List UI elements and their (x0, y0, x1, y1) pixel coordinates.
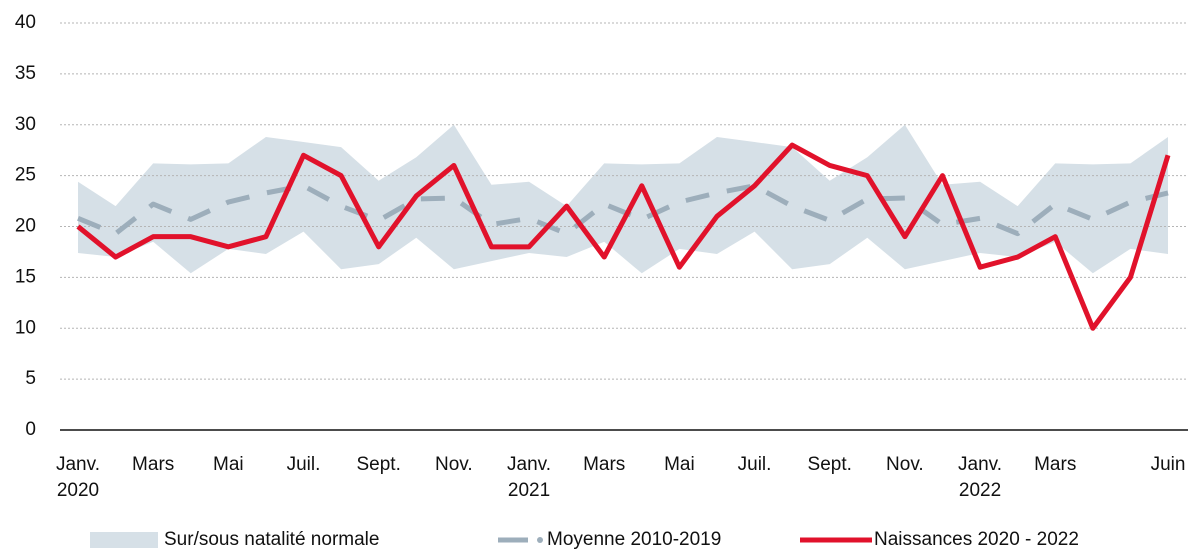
legend-swatch (537, 537, 543, 543)
x-tick-label: Nov. (886, 454, 924, 475)
x-tick-label: Mars (1034, 454, 1076, 475)
y-tick-label: 5 (25, 368, 36, 389)
y-tick-label: 10 (15, 317, 36, 338)
x-tick-label: Janv. 2020 (56, 454, 100, 501)
y-tick-label: 0 (25, 419, 36, 440)
y-tick-label: 35 (15, 63, 36, 84)
y-tick-label: 30 (15, 114, 36, 135)
x-tick-label: Mars (132, 454, 174, 475)
x-tick-label: Juil. (287, 454, 321, 475)
x-tick-line: 2022 (959, 480, 1001, 501)
x-tick-label: Sept. (357, 454, 401, 475)
x-tick-label: Nov. (435, 454, 473, 475)
x-tick-label: Janv. 2021 (507, 454, 551, 501)
legend-label: Naissances 2020 - 2022 (874, 529, 1079, 550)
x-tick-label: Mai (664, 454, 695, 475)
legend-swatch (90, 532, 158, 548)
x-tick-line: 2020 (57, 480, 99, 501)
y-tick-label: 40 (15, 12, 36, 33)
y-tick-label: 15 (15, 266, 36, 287)
births-line (76, 142, 1171, 331)
x-tick-line: Janv. (958, 454, 1002, 475)
x-tick-label: Mars (583, 454, 625, 475)
x-tick-label: Sept. (808, 454, 852, 475)
average-line (77, 183, 1169, 237)
x-tick-label: Juil. (738, 454, 772, 475)
legend-label: Moyenne 2010-2019 (547, 529, 721, 550)
x-tick-line: 2021 (508, 480, 550, 501)
legend-label: Sur/sous natalité normale (164, 529, 379, 550)
x-tick-line: Janv. (56, 454, 100, 475)
x-tick-label: Mai (213, 454, 244, 475)
x-tick-label: Janv. 2022 (958, 454, 1002, 501)
y-tick-label: 20 (15, 216, 36, 237)
x-tick-label: Juin (1151, 454, 1186, 475)
x-tick-line: Janv. (507, 454, 551, 475)
y-tick-label: 25 (15, 165, 36, 186)
normal-band (78, 124, 1168, 274)
